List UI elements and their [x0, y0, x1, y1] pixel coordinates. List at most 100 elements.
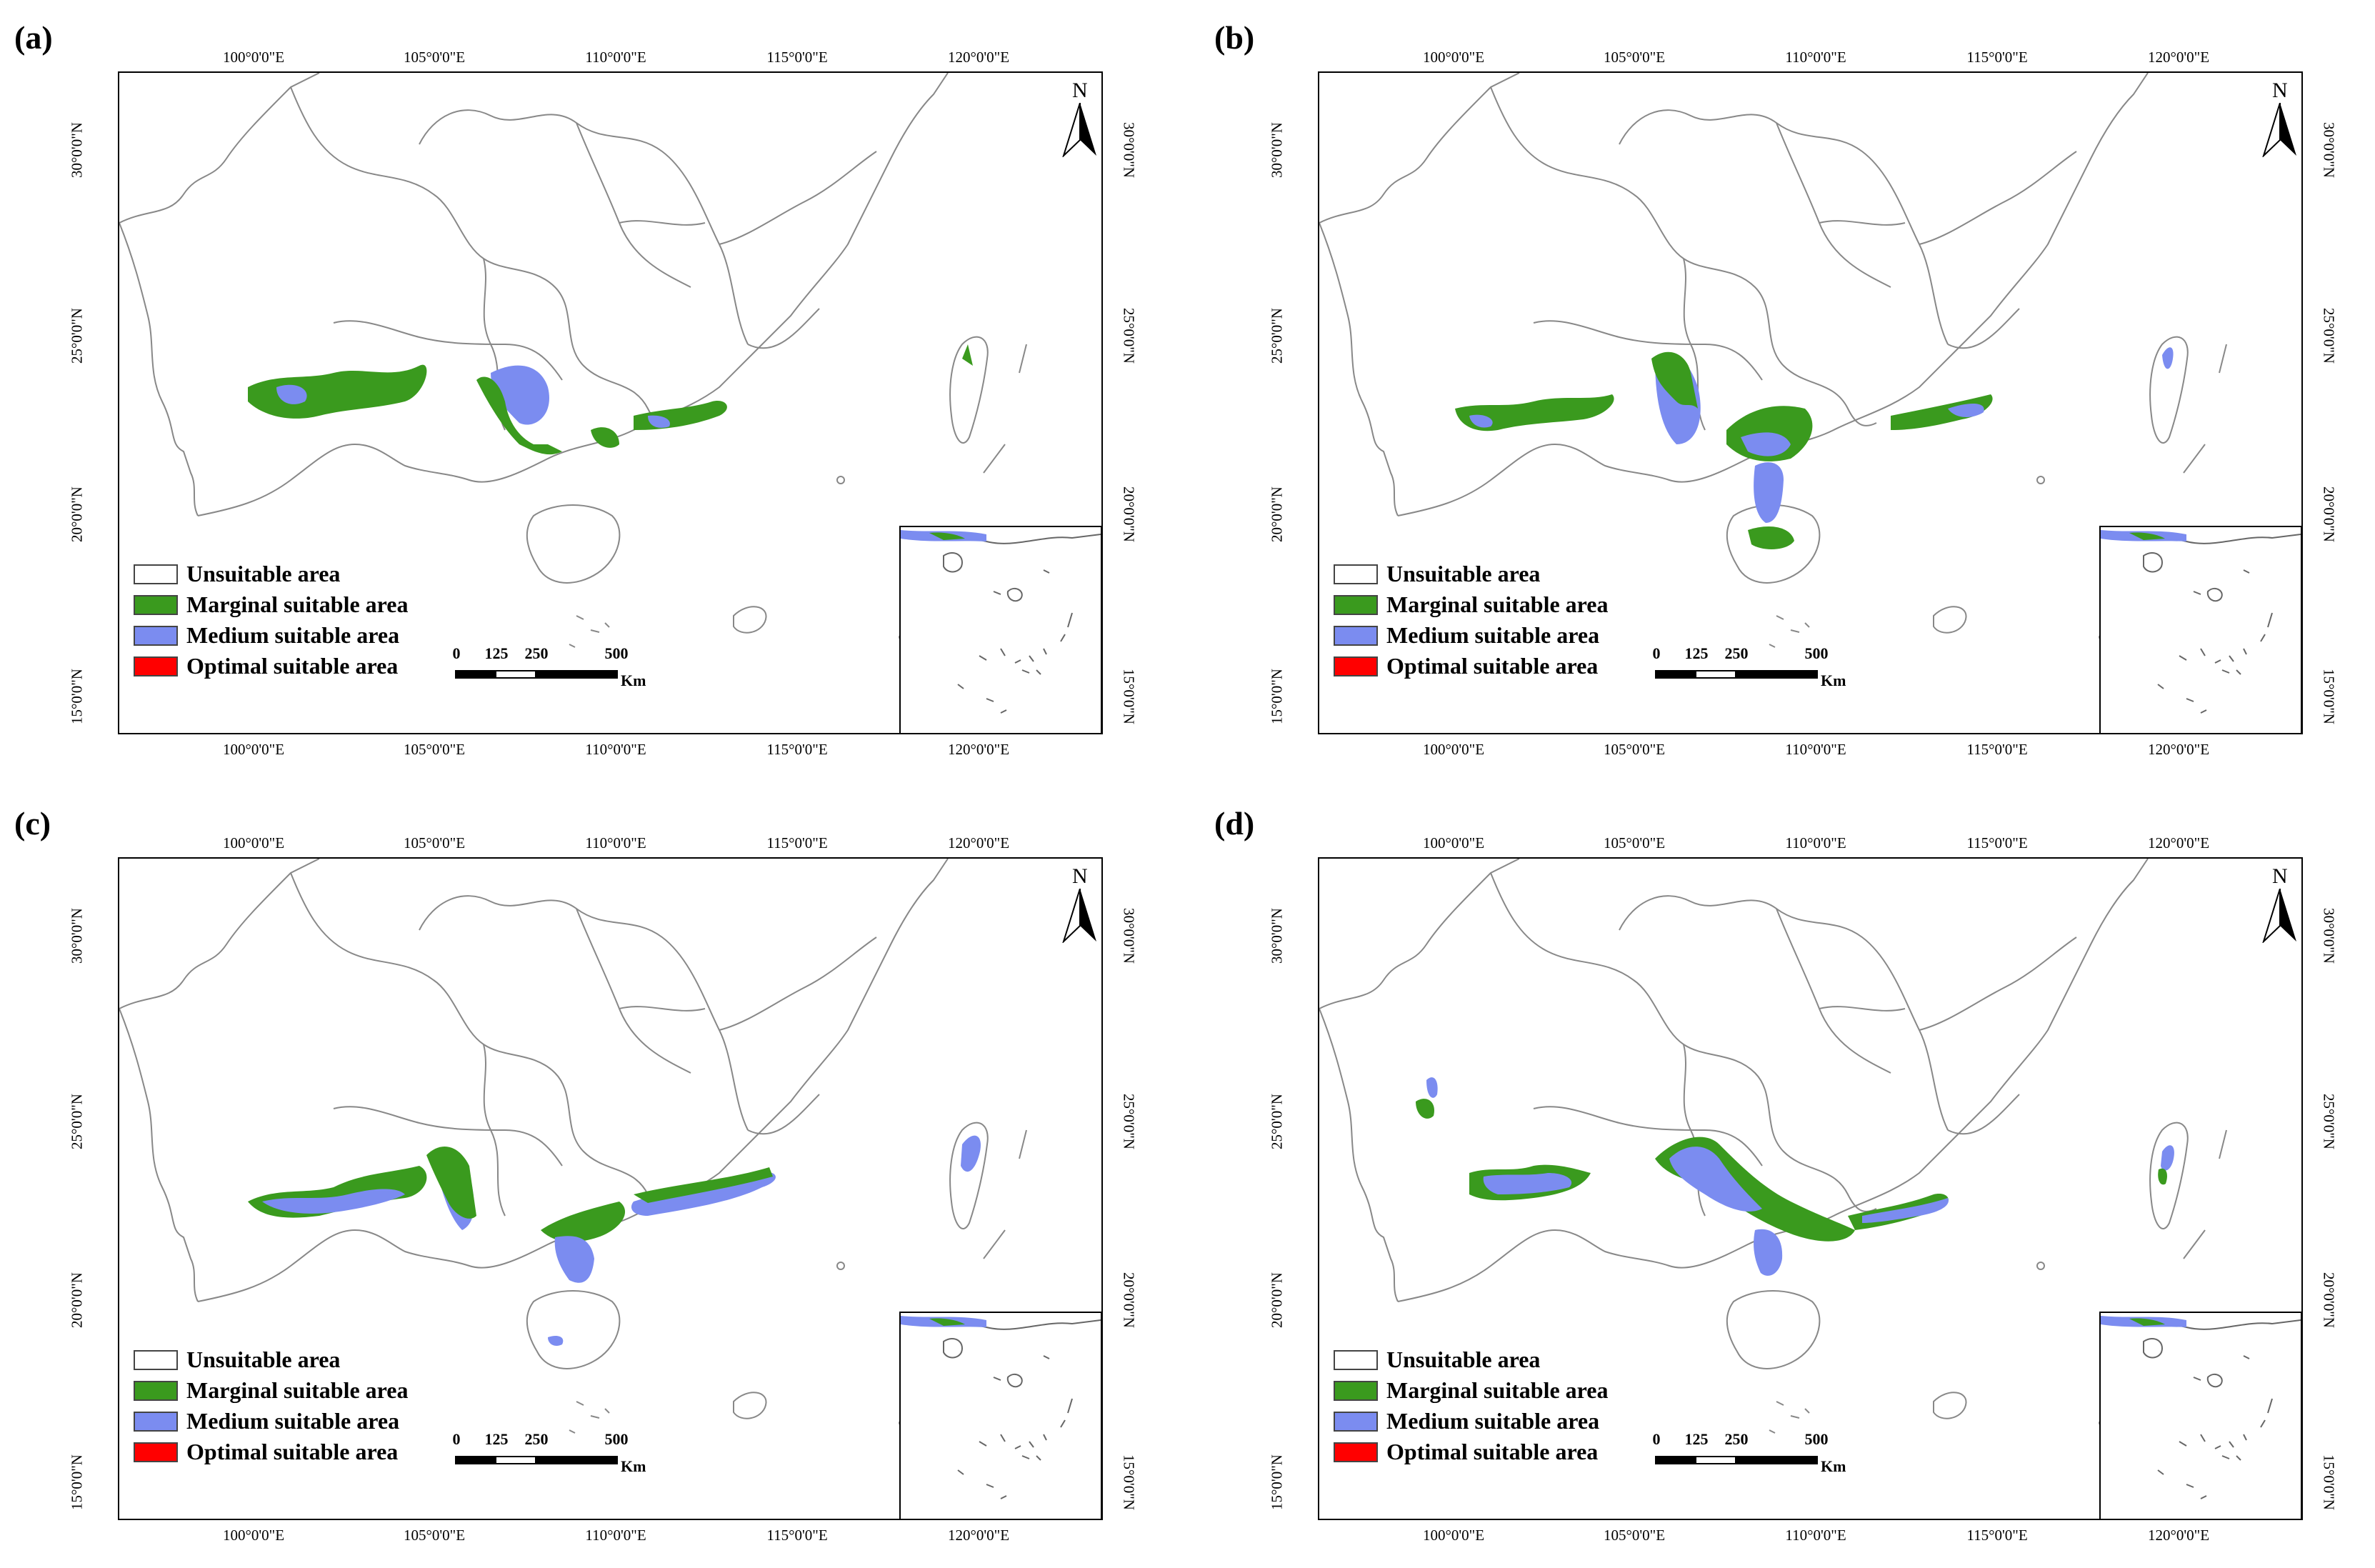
- map-panel-a: (a) 100°0'0"E 105°0'0"E 110°0'0"E 115°0'…: [0, 0, 1157, 759]
- panel-label: (b): [1214, 19, 1255, 56]
- lon-tick-top: 100°0'0"E: [1422, 834, 1485, 852]
- legend-label: Optimal suitable area: [186, 653, 399, 679]
- lon-tick-bottom: 105°0'0"E: [1603, 1527, 1666, 1544]
- legend-swatch: [134, 625, 178, 646]
- scale-segment: [535, 670, 618, 679]
- legend-swatch: [134, 564, 178, 584]
- legend-label: Optimal suitable area: [186, 1439, 399, 1464]
- lon-tick-bottom: 110°0'0"E: [1785, 1527, 1846, 1544]
- medium-suitable-patch: [1426, 1077, 1438, 1098]
- marginal-suitable-patch: [541, 1202, 626, 1242]
- medium-suitable-patch: [1483, 1173, 1572, 1194]
- map-panel-b: (b) 100°0'0"E 105°0'0"E 110°0'0"E 115°0'…: [1200, 0, 2357, 759]
- map-canvas: [1319, 859, 2227, 1434]
- legend-entry: Medium suitable area: [1334, 620, 1609, 651]
- legend-label: Unsuitable area: [1386, 561, 1541, 586]
- legend-swatch: [1334, 656, 1378, 676]
- lat-tick-right: 25°0'0"N: [2320, 308, 2338, 364]
- medium-suitable-patch: [1669, 1147, 1762, 1212]
- lat-tick-right: 15°0'0"N: [2320, 669, 2338, 724]
- medium-suitable-patch: [648, 415, 670, 428]
- lat-tick-right: 20°0'0"N: [2320, 1272, 2338, 1328]
- lon-tick-top: 115°0'0"E: [766, 834, 828, 852]
- marginal-suitable-patch: [1748, 526, 1794, 549]
- legend-label: Unsuitable area: [1386, 1347, 1541, 1372]
- legend-label: Marginal suitable area: [186, 591, 409, 617]
- lat-tick-left: 30°0'0"N: [1268, 122, 1286, 178]
- map-legend: Unsuitable area Marginal suitable area M…: [134, 559, 409, 681]
- scale-segment: [1735, 1456, 1818, 1464]
- scale-bar: 0 125 250 500 Km: [452, 644, 646, 701]
- lon-tick-bottom: 110°0'0"E: [585, 1527, 646, 1544]
- marginal-suitable-patch: [476, 376, 562, 455]
- lon-tick-bottom: 120°0'0"E: [2147, 1527, 2210, 1544]
- lon-tick-top: 105°0'0"E: [1603, 834, 1666, 852]
- map-canvas: [119, 859, 1027, 1434]
- legend-entry: Unsuitable area: [1334, 1344, 1609, 1375]
- scale-label: 0: [452, 644, 461, 662]
- lat-tick-left: 30°0'0"N: [1268, 908, 1286, 964]
- legend-entry: Unsuitable area: [134, 559, 409, 589]
- lat-tick-left: 20°0'0"N: [68, 1272, 86, 1328]
- legend-swatch: [134, 1380, 178, 1401]
- medium-suitable-patch: [961, 1135, 981, 1172]
- legend-label: Optimal suitable area: [1386, 653, 1599, 679]
- lat-tick-left: 25°0'0"N: [1268, 1094, 1286, 1149]
- map-canvas: [1319, 73, 2227, 648]
- lon-tick-bottom: 120°0'0"E: [947, 1527, 1010, 1544]
- north-arrow-icon: [1062, 103, 1096, 157]
- scale-label: 0: [1652, 1430, 1661, 1448]
- medium-suitable-patch: [554, 1236, 594, 1283]
- lat-tick-right: 25°0'0"N: [2320, 1094, 2338, 1149]
- lon-tick-top: 120°0'0"E: [947, 49, 1010, 66]
- lat-tick-right: 20°0'0"N: [1120, 486, 1138, 542]
- lat-tick-left: 15°0'0"N: [68, 669, 86, 724]
- lat-tick-right: 15°0'0"N: [1120, 1454, 1138, 1510]
- legend-entry: Optimal suitable area: [134, 651, 409, 681]
- lat-tick-right: 15°0'0"N: [1120, 669, 1138, 724]
- lon-tick-bottom: 115°0'0"E: [766, 741, 828, 758]
- map-legend: Unsuitable area Marginal suitable area M…: [1334, 559, 1609, 681]
- legend-swatch: [134, 594, 178, 615]
- south-china-sea-inset: [2099, 1312, 2301, 1519]
- north-arrow: N: [1062, 864, 1098, 943]
- marginal-inset-patch: [2129, 532, 2165, 540]
- medium-suitable-patch: [1862, 1198, 1949, 1223]
- scale-unit: Km: [1821, 671, 1846, 689]
- lat-tick-left: 25°0'0"N: [1268, 308, 1286, 364]
- medium-suitable-patch: [491, 365, 549, 425]
- north-arrow: N: [2262, 79, 2298, 157]
- lon-tick-bottom: 115°0'0"E: [766, 1527, 828, 1544]
- map-frame: Unsuitable area Marginal suitable area M…: [1318, 857, 2303, 1520]
- medium-suitable-patch: [276, 384, 307, 404]
- legend-swatch: [134, 656, 178, 676]
- legend-swatch: [1334, 564, 1378, 584]
- lon-tick-bottom: 105°0'0"E: [403, 741, 466, 758]
- scale-label: 0: [1652, 644, 1661, 662]
- lat-tick-left: 30°0'0"N: [68, 908, 86, 964]
- map-legend: Unsuitable area Marginal suitable area M…: [134, 1344, 409, 1467]
- marginal-suitable-patch: [591, 427, 619, 448]
- marginal-suitable-patch: [634, 1167, 773, 1203]
- lat-tick-right: 25°0'0"N: [1120, 308, 1138, 364]
- north-arrow-icon: [2262, 103, 2296, 157]
- legend-entry: Optimal suitable area: [1334, 651, 1609, 681]
- legend-label: Medium suitable area: [186, 622, 400, 648]
- inset-map: [2100, 530, 2301, 714]
- lon-tick-bottom: 105°0'0"E: [403, 1527, 466, 1544]
- legend-label: Medium suitable area: [1386, 1408, 1600, 1434]
- legend-swatch: [1334, 1349, 1378, 1370]
- marginal-suitable-patch: [426, 1147, 476, 1219]
- legend-swatch: [1334, 594, 1378, 615]
- scale-label: 125: [1684, 644, 1709, 662]
- marginal-suitable-patch: [1651, 351, 1698, 409]
- legend-label: Marginal suitable area: [186, 1377, 409, 1403]
- scale-label: 500: [604, 644, 629, 662]
- map-frame: Unsuitable area Marginal suitable area M…: [1318, 71, 2303, 734]
- lon-tick-bottom: 110°0'0"E: [585, 741, 646, 758]
- inset-map: [2100, 1316, 2301, 1499]
- marginal-suitable-patch: [634, 401, 727, 430]
- marginal-suitable-patch: [2158, 1168, 2167, 1185]
- medium-suitable-patch: [262, 1189, 405, 1214]
- scale-segment: [535, 1456, 618, 1464]
